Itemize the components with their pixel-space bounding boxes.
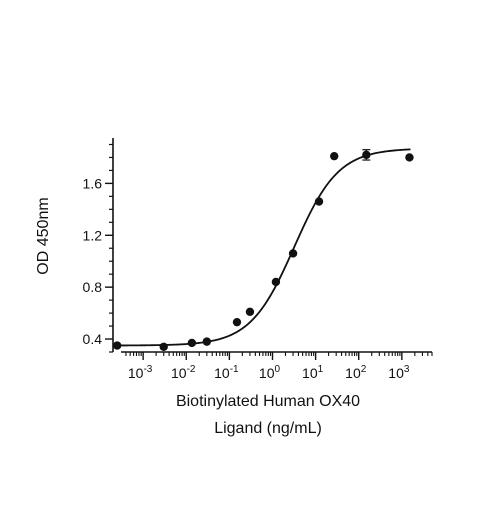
x-axis-label-line-2: Ligand (ng/mL) bbox=[214, 420, 322, 437]
data-point bbox=[330, 151, 339, 161]
data-point bbox=[245, 307, 255, 316]
data-point bbox=[271, 277, 281, 287]
data-point bbox=[187, 338, 197, 348]
x-tick-exponent: -2 bbox=[187, 364, 196, 375]
x-tick-label: 100 bbox=[259, 364, 281, 381]
x-tick-exponent: -1 bbox=[230, 364, 239, 375]
y-tick-label: 1.2 bbox=[83, 227, 103, 243]
x-tick-base: 10 bbox=[259, 365, 275, 381]
data-point bbox=[288, 249, 298, 258]
y-axis-label: OD 450nm bbox=[35, 197, 52, 274]
x-tick-label: 101 bbox=[302, 364, 324, 381]
data-point bbox=[159, 342, 168, 352]
data-point bbox=[405, 153, 414, 162]
x-tick-label: 103 bbox=[388, 364, 410, 381]
x-tick-label: 10-1 bbox=[214, 364, 239, 381]
data-point bbox=[314, 197, 324, 206]
x-tick-label: 102 bbox=[345, 364, 367, 381]
y-tick-label: 0.8 bbox=[83, 279, 103, 295]
axes: 0.40.81.21.610-3 10-2 10-1 100 101 102 103 bbox=[83, 138, 433, 381]
data-points-layer bbox=[112, 149, 414, 352]
x-tick-exponent: 1 bbox=[318, 364, 324, 375]
x-tick-exponent: 2 bbox=[361, 364, 367, 375]
x-tick-base: 10 bbox=[171, 365, 187, 381]
y-tick-label: 1.6 bbox=[83, 175, 103, 191]
x-tick-label: 10-2 bbox=[171, 364, 196, 381]
labels-layer: Biotinylated Human OX40 Ligand (ng/mL) O… bbox=[35, 197, 360, 437]
x-tick-exponent: 0 bbox=[275, 364, 281, 375]
x-tick-base: 10 bbox=[128, 365, 144, 381]
data-point bbox=[232, 317, 242, 327]
fit-curve bbox=[117, 148, 411, 347]
x-tick-label: 10-3 bbox=[128, 364, 153, 381]
x-tick-exponent: -3 bbox=[143, 364, 152, 375]
y-tick-label: 0.4 bbox=[83, 331, 103, 347]
data-point bbox=[112, 341, 122, 350]
fit-curve-layer bbox=[117, 148, 411, 347]
x-tick-base: 10 bbox=[388, 365, 404, 381]
data-point bbox=[202, 337, 212, 346]
x-tick-base: 10 bbox=[345, 365, 361, 381]
data-point bbox=[362, 150, 371, 160]
x-tick-exponent: 3 bbox=[404, 364, 410, 375]
x-tick-base: 10 bbox=[302, 365, 318, 381]
x-axis-label-line-1: Biotinylated Human OX40 bbox=[176, 393, 360, 410]
x-tick-base: 10 bbox=[214, 365, 230, 381]
